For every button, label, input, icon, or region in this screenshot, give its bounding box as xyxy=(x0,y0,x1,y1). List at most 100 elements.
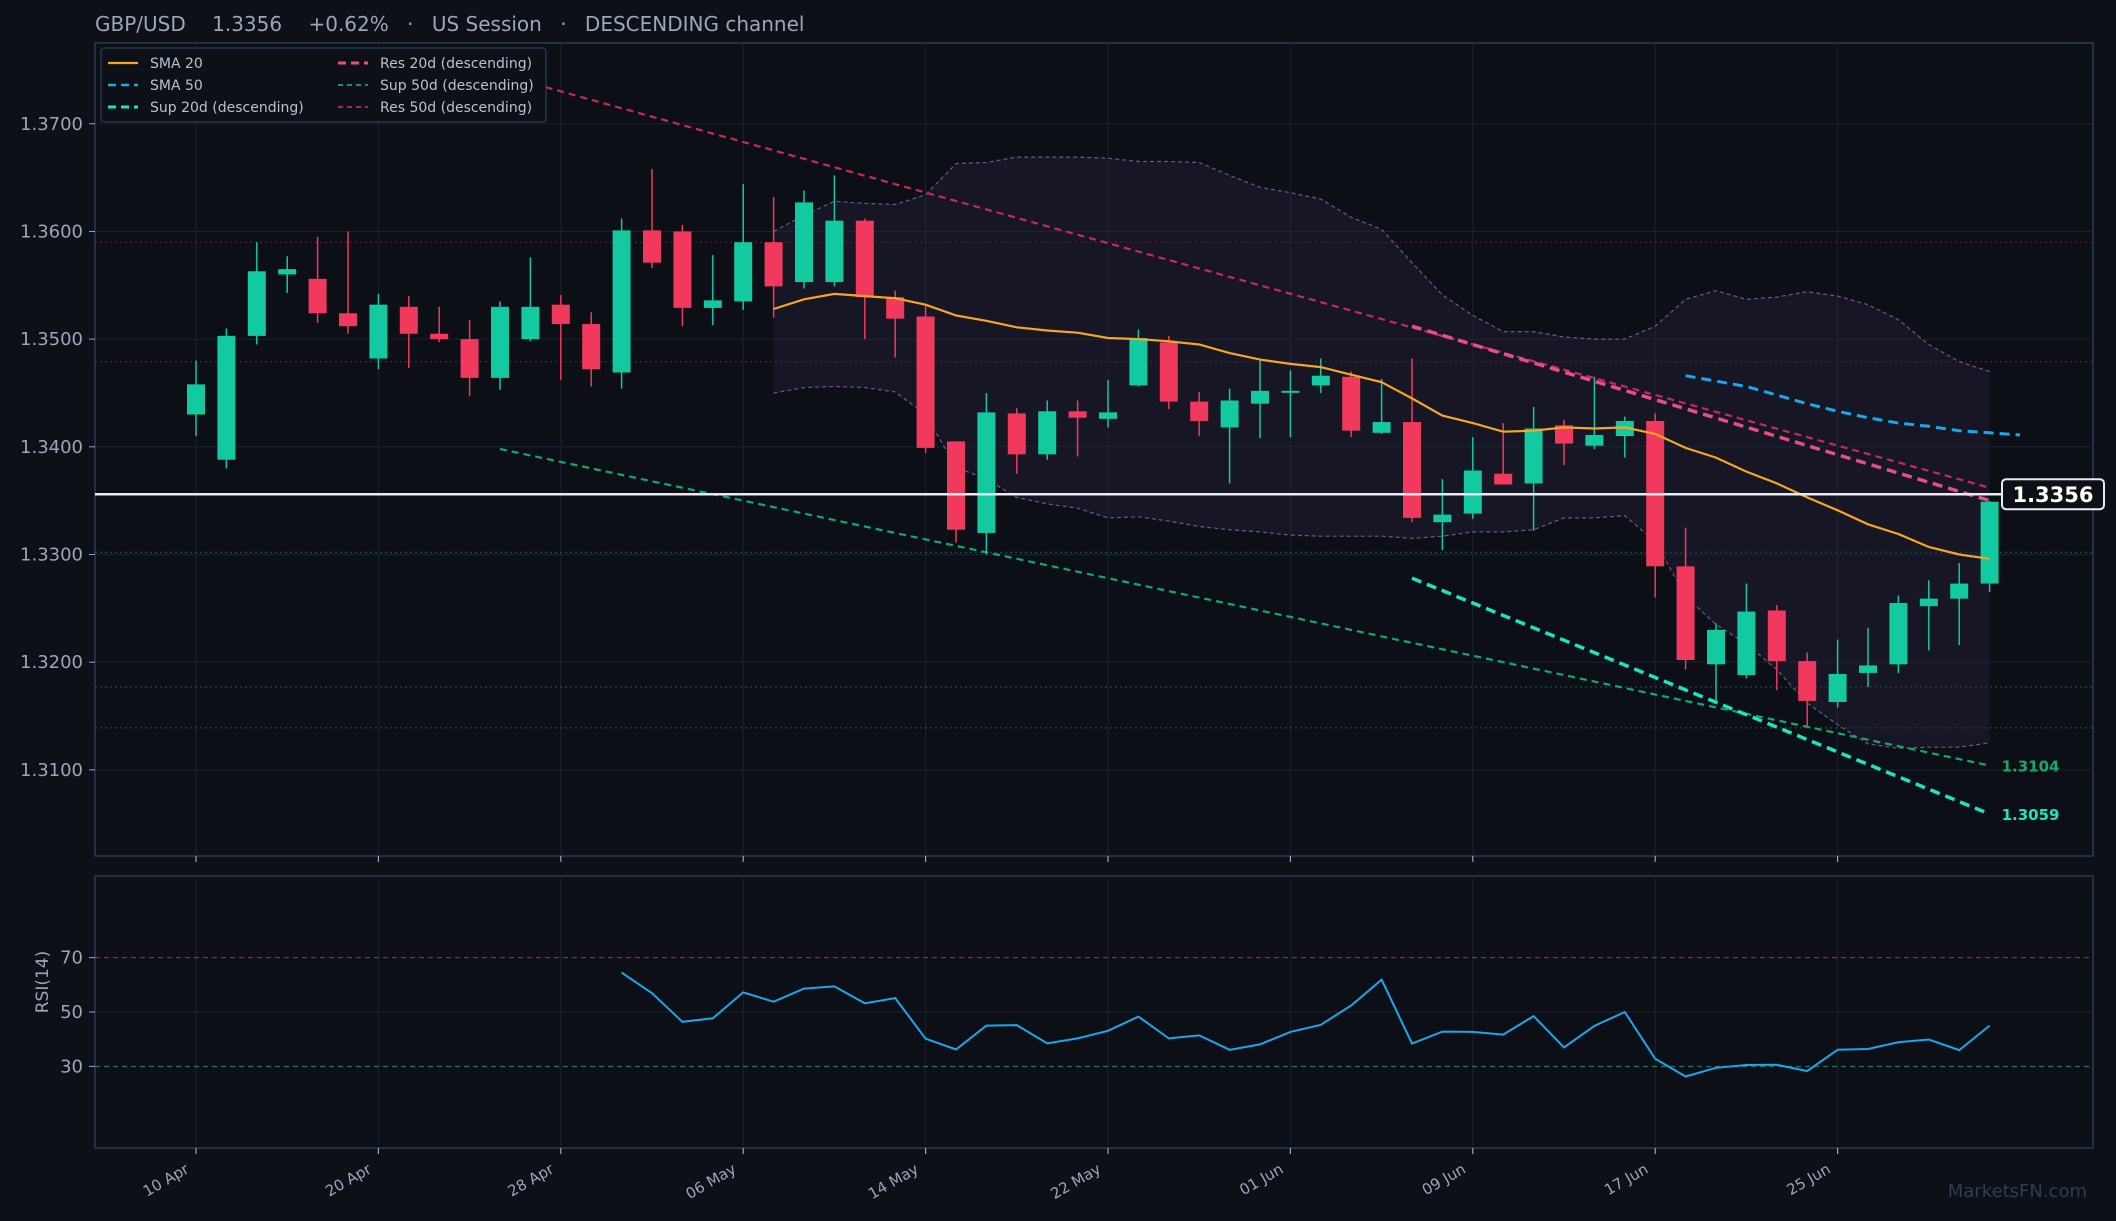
rsi-axis-label: RSI(14) xyxy=(33,951,53,1014)
current-price-badge xyxy=(2001,478,2105,511)
candle-body-up xyxy=(1707,629,1725,665)
candle-body-up xyxy=(1220,400,1239,428)
header-price: 1.3356 xyxy=(212,12,282,36)
chart-header: GBP/USD 1.3356 +0.62% · US Session · DES… xyxy=(95,12,804,36)
legend-label: Res 20d (descending) xyxy=(380,56,532,72)
candle-body-up xyxy=(1463,470,1482,514)
rsi-panel: 70 50 30 RSI(14) xyxy=(33,875,2094,1149)
candle-body-down xyxy=(1342,376,1361,431)
candle-body-down xyxy=(399,306,418,334)
candle-body-up xyxy=(1980,501,1999,584)
candle-body-up xyxy=(1828,674,1847,703)
price-panel: 1.3700 1.3600 1.3500 1.3400 1.3300 1.3200 1.31… xyxy=(20,42,2105,857)
rsi-tick-label: 70 xyxy=(60,948,83,969)
legend-label: SMA 20 xyxy=(150,56,203,72)
res50-trendline xyxy=(545,86,1990,489)
candle-body-down xyxy=(1007,413,1026,455)
legend-label: Sup 50d (descending) xyxy=(380,78,534,94)
candle-body-down xyxy=(308,278,327,314)
rsi-tick-label: 50 xyxy=(60,1002,83,1023)
candle-body-up xyxy=(1859,665,1877,673)
bollinger-band-fill xyxy=(773,157,1990,749)
candle-body-down xyxy=(916,316,935,448)
header-separator: · xyxy=(560,12,566,36)
sup20-end-label: 1.3059 xyxy=(2002,806,2060,824)
legend-label: SMA 50 xyxy=(150,78,203,94)
candle-body-up xyxy=(521,306,540,340)
candle-body-up xyxy=(1889,602,1908,665)
candle-body-up xyxy=(703,300,722,308)
candle-body-up xyxy=(977,412,996,533)
current-price-label: 1.3356 xyxy=(2012,483,2093,507)
candle-body-down xyxy=(339,313,357,327)
candle-body-up xyxy=(1311,375,1330,386)
y-tick-label: 1.3400 xyxy=(20,437,83,458)
bollinger-upper-line xyxy=(773,156,1990,372)
legend: SMA 20 SMA 50 Sup 20d (descending) Res 20d … xyxy=(100,47,547,123)
candle-body-up xyxy=(187,384,205,415)
candle-body-up xyxy=(795,202,813,283)
candle-body-down xyxy=(551,304,570,325)
candle-body-down xyxy=(1068,411,1087,418)
candle-body-up xyxy=(1129,338,1148,386)
rsi-tick-label: 30 xyxy=(60,1056,83,1077)
sma20-line xyxy=(773,292,1990,560)
candle-body-up xyxy=(1433,514,1452,523)
candle-body-down xyxy=(460,339,479,378)
candle-body-down xyxy=(764,242,783,287)
y-tick-label: 1.3700 xyxy=(20,114,83,135)
candle-body-up xyxy=(1737,611,1756,676)
candle-body-up xyxy=(1281,390,1300,393)
candle-body-down xyxy=(673,231,692,308)
y-tick-label: 1.3100 xyxy=(20,760,83,781)
header-separator: · xyxy=(407,12,413,36)
candle-body-down xyxy=(1555,425,1573,444)
sup20-trendline xyxy=(1411,576,1991,816)
candle-body-up xyxy=(612,230,631,373)
header-channel: DESCENDING channel xyxy=(585,12,805,36)
candle-body-up xyxy=(247,271,266,336)
header-symbol: GBP/USD xyxy=(95,12,186,36)
candle-body-down xyxy=(643,230,661,263)
candle-body-down xyxy=(1159,342,1178,402)
candle-body-down xyxy=(1798,661,1817,701)
candle-body-down xyxy=(855,220,874,298)
res20-trendline xyxy=(1411,324,1991,503)
y-tick-label: 1.3300 xyxy=(20,544,83,565)
candle-body-up xyxy=(491,306,509,378)
header-session: US Session xyxy=(432,12,542,36)
candle-body-up xyxy=(1038,411,1057,455)
candle-body-up xyxy=(1950,583,1969,599)
sma50-line xyxy=(1685,374,2021,437)
candle-body-down xyxy=(1403,422,1421,518)
candle-body-down xyxy=(582,324,601,370)
candle-body-up xyxy=(1919,598,1938,607)
legend-box xyxy=(100,47,547,123)
candle-body-up xyxy=(1524,428,1543,484)
candle-body-up xyxy=(217,335,236,460)
sup50-end-label: 1.3104 xyxy=(2002,758,2060,776)
y-tick-label: 1.3500 xyxy=(20,329,83,350)
y-tick-label: 1.3200 xyxy=(20,652,83,673)
y-tick-label: 1.3600 xyxy=(20,221,83,242)
legend-label: Res 50d (descending) xyxy=(380,100,532,116)
candle-body-up xyxy=(1372,422,1391,433)
legend-label: Sup 20d (descending) xyxy=(150,100,304,116)
candle-body-up xyxy=(825,220,844,283)
rsi-line xyxy=(621,971,1991,1078)
candle-body-down xyxy=(430,333,449,340)
sup50-trendline xyxy=(499,447,1990,767)
candle-body-up xyxy=(1585,434,1604,446)
candle-body-up xyxy=(1251,390,1269,404)
header-change: +0.62% xyxy=(308,12,388,36)
watermark: MarketsFN.com xyxy=(1948,1181,2087,1202)
candle-body-up xyxy=(369,304,388,359)
candle-body-down xyxy=(1494,473,1513,485)
candle-body-up xyxy=(278,269,297,275)
candle-body-up xyxy=(1099,412,1117,419)
candle-body-down xyxy=(1190,401,1209,421)
candle-body-down xyxy=(886,297,905,319)
candle-body-down xyxy=(1676,566,1695,661)
